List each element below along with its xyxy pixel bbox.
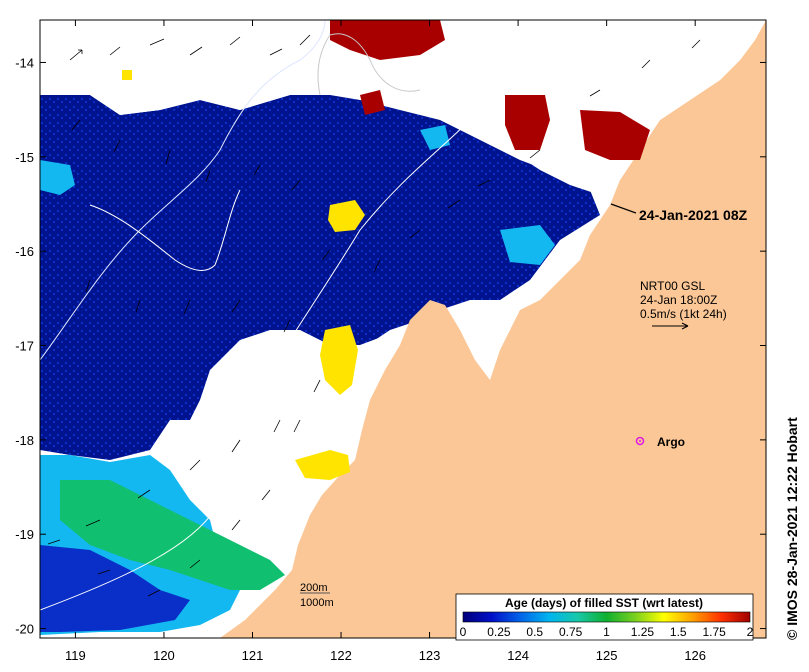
lat-tick-label: -14 (15, 55, 34, 70)
vector-scale-arrow (652, 322, 689, 330)
lat-tick-label: -18 (15, 433, 34, 448)
colorbar-tick-label: 1.5 (670, 625, 687, 639)
colorbar-tick-label: 0.75 (559, 625, 583, 639)
colorbar-tick-label: 0.5 (526, 625, 543, 639)
sst-age-red-patch-4 (360, 90, 385, 115)
sst-region-deep-blue (40, 95, 600, 460)
colorbar-tick-label: 0 (460, 625, 467, 639)
sst-age-cyan-patch-2 (500, 225, 555, 265)
lon-tick-label: 122 (330, 648, 352, 663)
colorbar-tick-label: 1.75 (702, 625, 726, 639)
pass-time-leader (610, 203, 637, 214)
lat-tick-label: -15 (15, 150, 34, 165)
lon-tick-label: 119 (65, 648, 86, 663)
axis-ticks: 119 120 121 122 123 124 125 126-14-15-16-17-18-… (15, 20, 766, 663)
sst-age-yellow-patch-4 (122, 70, 132, 80)
map-field (40, 20, 766, 638)
current-product-label: NRT00 GSL (640, 279, 705, 293)
colorbar-ticks: 0 0.25 0.5 0.75 1 1.25 1.5 1.75 2 (460, 625, 754, 639)
lon-tick-label: 120 (153, 648, 175, 663)
pass-time-label: 24-Jan-2021 08Z (639, 207, 748, 223)
lat-tick-label: -20 (15, 622, 34, 637)
contour-isobath-3 (89, 189, 241, 271)
contour-1000m (40, 20, 326, 361)
lon-tick-label: 124 (507, 648, 529, 663)
lat-tick-label: -17 (15, 339, 34, 354)
lon-tick-label: 121 (242, 648, 264, 663)
sst-age-cyan-patch-1 (40, 160, 75, 195)
sst-age-yellow-patch-3 (295, 450, 350, 480)
sst-age-cyan-patch-3 (420, 125, 450, 150)
argo-label: Argo (657, 435, 685, 449)
lon-tick-label: 125 (596, 648, 618, 663)
colorbar-tick-label: 1 (603, 625, 610, 639)
sst-age-red-patch-2 (505, 95, 550, 150)
contour-1000m-b (317, 33, 421, 96)
sst-age-yellow-patch-1 (328, 200, 365, 232)
sst-age-yellow-patch-2 (320, 325, 358, 395)
lon-tick-label: 123 (419, 648, 441, 663)
current-time-label: 24-Jan 18:00Z (640, 293, 717, 307)
vector-scale-label: 0.5m/s (1kt 24h) (640, 307, 727, 321)
argo-float-marker (635, 436, 645, 446)
map-frame (39, 19, 767, 639)
sst-age-red-patch-1 (330, 20, 445, 60)
lat-tick-label: -16 (15, 244, 34, 259)
contour-200-label: 200m (300, 582, 328, 594)
contour-200m (40, 39, 521, 611)
colorbar-title: Age (days) of filled SST (wrt latest) (505, 596, 703, 610)
colorbar-gradient (462, 611, 751, 623)
lat-tick-label: -19 (15, 527, 34, 542)
contour-1000-label: 1000m (300, 597, 334, 609)
sst-region-green-southwest (60, 480, 285, 590)
lon-tick-label: 126 (684, 648, 706, 663)
land-australia (220, 20, 766, 638)
sst-region-blue-southwest (40, 545, 190, 632)
no-data-northeast (460, 20, 766, 195)
no-data-patch-south (180, 330, 420, 560)
sst-age-red-patch-3 (580, 110, 650, 160)
current-vectors (47, 34, 701, 597)
colorbar-tick-label: 1.25 (631, 625, 655, 639)
credit-label: © IMOS 28-Jan-2021 12:22 Hobart (784, 417, 800, 640)
colorbar-tick-label: 0.25 (487, 625, 511, 639)
colorbar-tick-label: 2 (747, 625, 754, 639)
